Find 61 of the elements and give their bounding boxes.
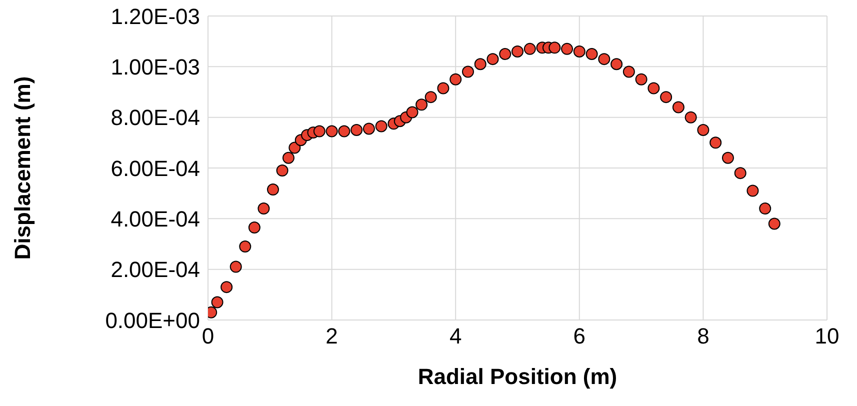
x-tick-label: 6 (573, 324, 586, 349)
point (622, 66, 635, 78)
point (239, 240, 252, 253)
y-tick-label: 1.20E-03 (110, 4, 200, 29)
point (282, 152, 294, 164)
point (258, 202, 270, 215)
y-tick-label: 2.00E-04 (110, 257, 200, 282)
y-tick-label: 1.00E-03 (110, 54, 200, 80)
point (746, 184, 759, 197)
point (338, 125, 350, 138)
point (561, 42, 574, 55)
point (697, 124, 710, 136)
point (684, 111, 697, 124)
point (375, 120, 388, 132)
x-tick-label: 10 (814, 324, 840, 349)
point (406, 106, 418, 118)
point (276, 164, 288, 177)
point (573, 45, 586, 58)
point (722, 152, 734, 164)
point (266, 184, 279, 196)
point (474, 58, 486, 70)
y-tick-label: 0.00E+00 (105, 308, 200, 333)
point (326, 125, 338, 138)
point (416, 98, 428, 111)
y-tick-label: 4.00E-04 (110, 206, 200, 232)
point (548, 42, 561, 54)
x-axis-title: Radial Position (m) (418, 364, 618, 389)
point (450, 73, 462, 86)
point (362, 122, 375, 135)
point (598, 53, 610, 66)
x-tick-label: 2 (326, 324, 338, 349)
point (486, 53, 499, 66)
point (424, 91, 437, 104)
point (648, 82, 660, 94)
point (499, 48, 512, 60)
point (768, 218, 780, 230)
point (710, 136, 722, 149)
point (230, 260, 242, 273)
point (211, 296, 224, 308)
point (350, 124, 363, 136)
point (512, 45, 524, 58)
y-tick-label: 6.00E-04 (110, 156, 200, 181)
x-tick-label: 8 (697, 324, 710, 349)
y-axis-title: Displacement (m) (10, 76, 35, 260)
point (672, 101, 684, 114)
point (586, 48, 598, 60)
point (220, 281, 233, 294)
point (524, 42, 536, 55)
point (248, 222, 260, 234)
point (635, 73, 648, 86)
point (610, 58, 623, 70)
x-tick-label: 0 (202, 324, 214, 349)
point (734, 167, 746, 180)
point (759, 202, 772, 215)
point (437, 82, 450, 94)
x-tick-label: 4 (449, 324, 462, 349)
point (288, 142, 301, 154)
point (462, 66, 474, 78)
point (660, 91, 672, 104)
y-tick-label: 8.00E-04 (110, 105, 200, 130)
point (313, 125, 326, 138)
